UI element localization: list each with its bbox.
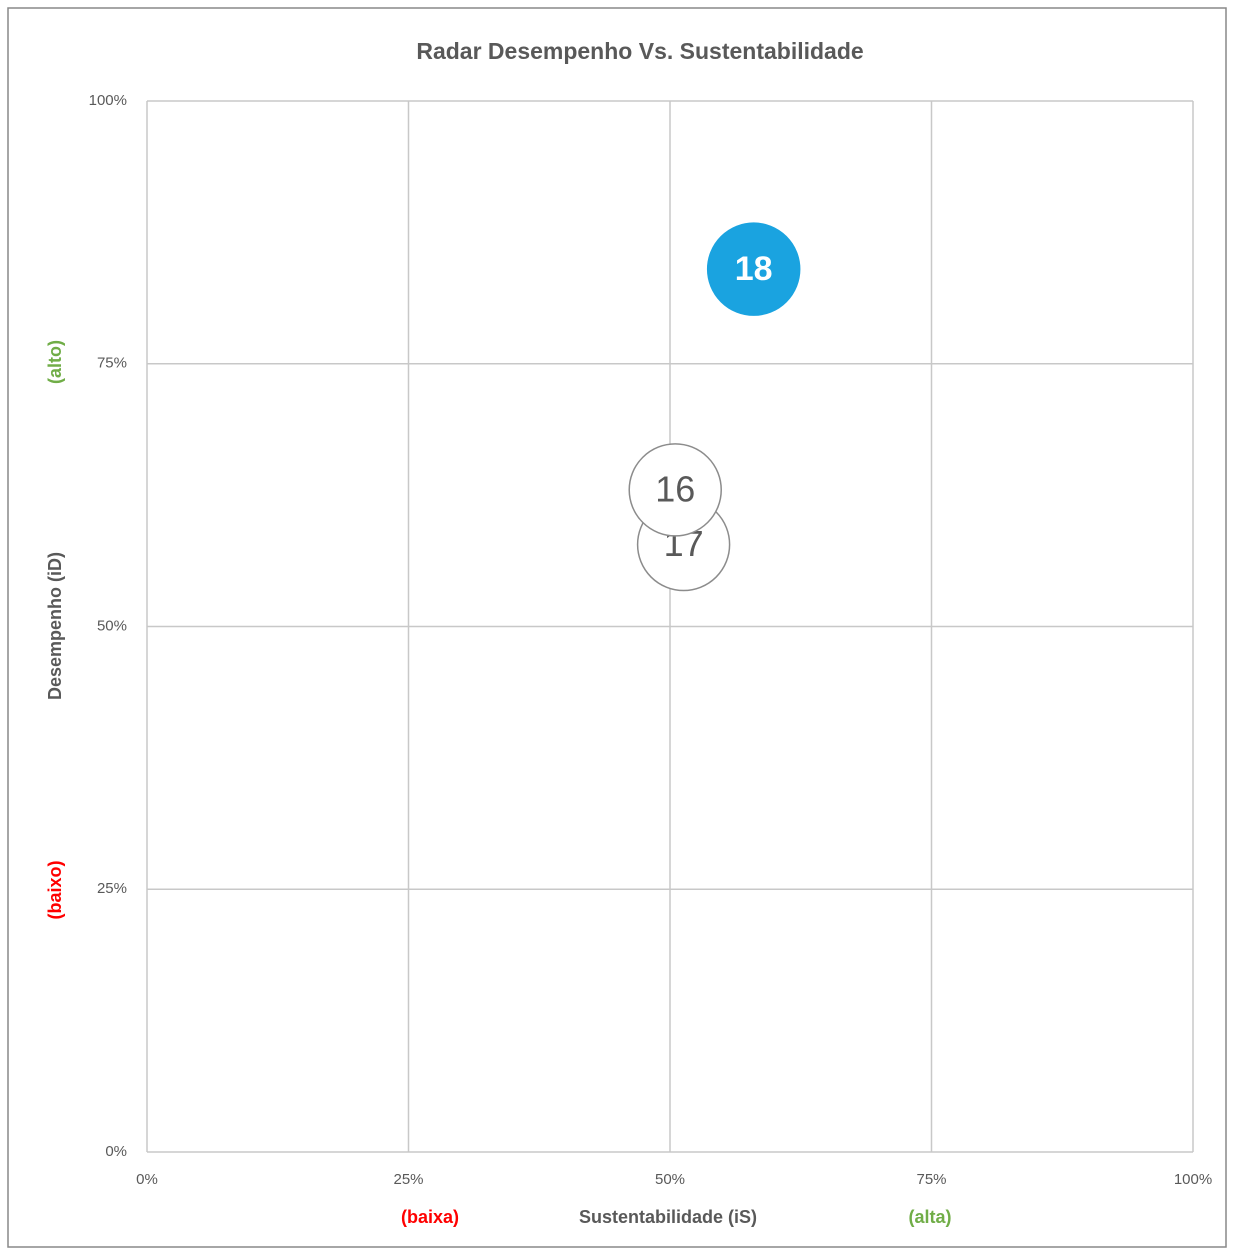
x-tick-label: 0% [136, 1171, 158, 1188]
bubble [628, 443, 722, 537]
annotation: (baixa) [401, 1207, 459, 1227]
y-tick-label: 50% [97, 617, 127, 634]
y-tick-label: 75% [97, 355, 127, 372]
chart-border [7, 7, 1227, 1248]
data-label: 16 [655, 468, 695, 509]
y-tick-label: 100% [89, 92, 127, 109]
annotation: (baixo) [45, 860, 65, 919]
bubble [706, 222, 801, 316]
y-axis-label: Desempenho (iD) [45, 552, 65, 700]
annotation: (alto) [45, 340, 65, 384]
x-tick-label: 50% [655, 1171, 685, 1188]
chart-title: Radar Desempenho Vs. Sustentabilidade [416, 38, 863, 64]
x-tick-label: 75% [916, 1171, 946, 1188]
annotation: (alta) [908, 1207, 951, 1227]
x-tick-label: 100% [1174, 1171, 1212, 1188]
x-axis-label: Sustentabilidade (iS) [579, 1207, 757, 1227]
data-label: 18 [735, 250, 773, 288]
y-tick-label: 0% [105, 1143, 127, 1160]
x-tick-label: 25% [393, 1171, 423, 1188]
y-tick-label: 25% [97, 880, 127, 897]
